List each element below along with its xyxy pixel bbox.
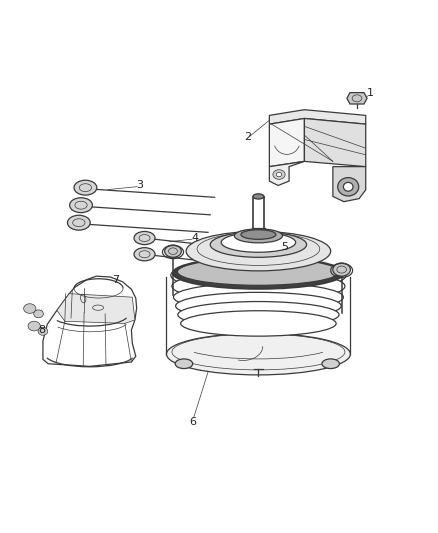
Ellipse shape xyxy=(38,327,48,335)
Ellipse shape xyxy=(70,198,92,213)
Ellipse shape xyxy=(333,263,350,276)
Text: 6: 6 xyxy=(189,417,196,427)
Ellipse shape xyxy=(172,271,345,302)
Text: 1: 1 xyxy=(367,88,374,99)
Polygon shape xyxy=(269,118,304,167)
Ellipse shape xyxy=(176,292,341,319)
Ellipse shape xyxy=(210,232,307,257)
Ellipse shape xyxy=(165,245,181,257)
Ellipse shape xyxy=(34,310,43,318)
Text: 8: 8 xyxy=(38,325,45,335)
Polygon shape xyxy=(304,118,366,167)
Polygon shape xyxy=(333,167,366,201)
Polygon shape xyxy=(347,93,367,104)
Text: 7: 7 xyxy=(113,274,120,285)
Polygon shape xyxy=(57,294,135,324)
Ellipse shape xyxy=(186,231,331,271)
Ellipse shape xyxy=(343,182,353,191)
Ellipse shape xyxy=(180,311,336,336)
Ellipse shape xyxy=(175,359,193,368)
Ellipse shape xyxy=(74,180,97,195)
Ellipse shape xyxy=(338,177,359,196)
Ellipse shape xyxy=(173,257,344,289)
Polygon shape xyxy=(269,161,304,185)
Ellipse shape xyxy=(28,321,40,331)
Text: 2: 2 xyxy=(244,132,251,142)
Ellipse shape xyxy=(173,283,343,311)
Ellipse shape xyxy=(241,230,276,239)
Polygon shape xyxy=(43,276,137,366)
Text: 3: 3 xyxy=(137,181,144,190)
Ellipse shape xyxy=(322,359,339,368)
Text: 5: 5 xyxy=(281,242,288,252)
Ellipse shape xyxy=(253,194,264,199)
Ellipse shape xyxy=(276,172,282,177)
Polygon shape xyxy=(269,110,366,124)
Ellipse shape xyxy=(171,259,346,292)
Text: 4: 4 xyxy=(191,233,198,243)
Ellipse shape xyxy=(134,248,155,261)
Ellipse shape xyxy=(166,333,350,375)
Ellipse shape xyxy=(67,215,90,230)
Ellipse shape xyxy=(234,229,283,243)
Ellipse shape xyxy=(24,304,36,313)
Ellipse shape xyxy=(178,302,339,328)
Ellipse shape xyxy=(273,169,285,179)
Ellipse shape xyxy=(177,258,339,285)
Ellipse shape xyxy=(134,231,155,245)
Ellipse shape xyxy=(221,232,296,252)
